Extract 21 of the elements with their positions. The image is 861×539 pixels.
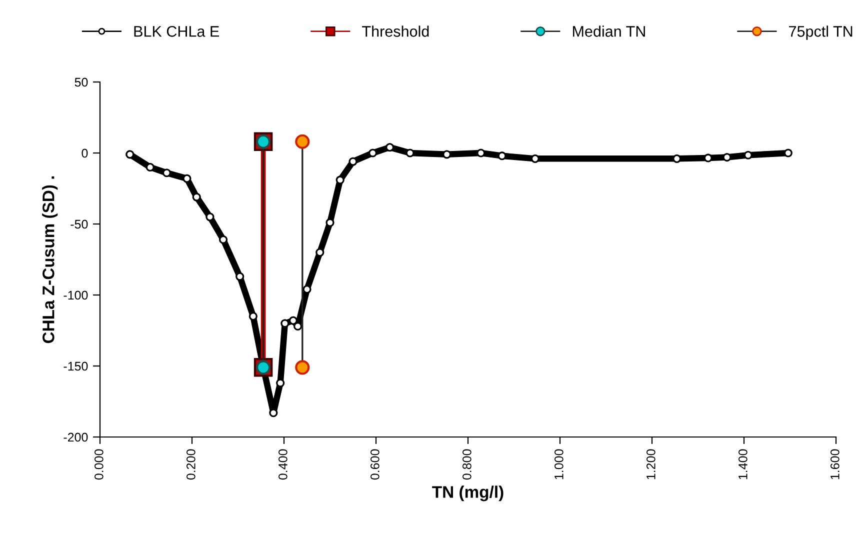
x-tick-label: 1.000 (554, 449, 564, 480)
x-tick-label: 1.600 (830, 449, 840, 480)
legend-label: Median TN (573, 26, 645, 37)
x-tick-label: 1.400 (738, 449, 748, 480)
y-axis-title: CHLa Z-Cusum (SD) . (42, 176, 58, 344)
y-tick-label: 50 (74, 78, 88, 87)
x-tick-label: 0.600 (370, 449, 380, 480)
x-tick-label: 1.200 (646, 449, 656, 480)
y-tick-label: -200 (64, 432, 88, 442)
x-tick-label: 0.400 (278, 449, 288, 480)
y-tick-label: 0 (82, 148, 88, 158)
y-tick-label: -100 (64, 290, 88, 300)
x-tick-label: 0.800 (462, 449, 472, 480)
x-tick-label: 0.200 (186, 449, 196, 480)
legend-label: Threshold (362, 26, 429, 37)
y-tick-label: -50 (70, 220, 88, 229)
x-tick-label: 0.000 (94, 449, 104, 480)
y-tick-label: -150 (64, 362, 88, 371)
legend-label: 75pctl TN (789, 26, 852, 40)
legend-label: BLK CHLa E (134, 26, 219, 37)
x-axis-title: TN (mg/l) (432, 486, 504, 502)
